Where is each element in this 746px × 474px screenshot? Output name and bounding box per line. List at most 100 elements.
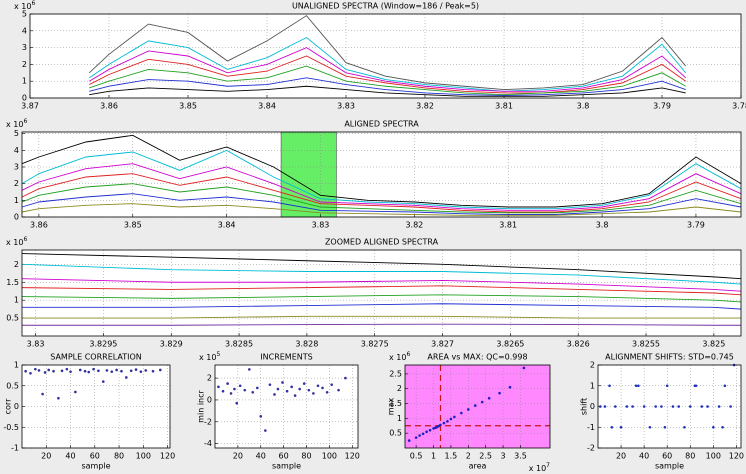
point <box>87 370 91 374</box>
axis-exponent: x 106 <box>6 236 27 247</box>
spectrum-line <box>88 15 687 91</box>
exponent-base: x 10 <box>6 238 23 247</box>
point <box>24 369 27 373</box>
chart-title: AREA vs MAX: QC=0.998 <box>427 353 527 362</box>
x-tick-label: 40 <box>256 452 266 461</box>
y-tick-label: 0 <box>590 402 595 411</box>
point <box>226 382 229 385</box>
x-tick-label: 3.81 <box>495 102 513 111</box>
y-tick-label: 0 <box>207 395 212 404</box>
point <box>120 369 123 373</box>
point <box>290 385 293 389</box>
point <box>83 369 87 373</box>
chart-title: ALIGNMENT SHIFTS: STD=0.745 <box>605 353 734 362</box>
exponent-power: 6 <box>406 351 410 358</box>
exponent-base: x 10 <box>529 464 546 473</box>
point <box>414 436 418 439</box>
point <box>256 386 259 390</box>
point <box>276 387 280 391</box>
chart-title: UNALIGNED SPECTRA (Window=186 / Peak=5) <box>292 2 479 11</box>
chart-title: INCREMENTS <box>260 353 312 362</box>
spectrum-line <box>21 253 742 280</box>
x-tick-label: 100 <box>322 452 337 461</box>
point <box>321 386 324 390</box>
plot-area <box>22 250 741 336</box>
point <box>330 383 333 386</box>
y-tick-label: 5 <box>22 10 27 19</box>
y-tick-label: 2 <box>14 179 19 188</box>
y-tick-label: 2 <box>22 60 27 69</box>
point <box>337 388 340 392</box>
axis-exponent: x 107 <box>529 462 550 473</box>
point <box>610 425 614 429</box>
exponent-base: x 10 <box>389 353 406 362</box>
x-tick-label: 120 <box>160 452 175 461</box>
x-tick-label: 3.8255 <box>632 340 660 349</box>
y-tick-label: 1 <box>14 196 19 205</box>
y-tick-label: 2 <box>590 361 595 370</box>
point <box>60 369 64 373</box>
x-tick-label: 3.81 <box>499 221 517 230</box>
point <box>729 405 732 408</box>
point <box>654 405 657 408</box>
plot-area <box>22 365 170 448</box>
point <box>69 370 72 373</box>
point <box>229 392 233 395</box>
exponent-power: 6 <box>31 0 35 7</box>
y-tick-label: 5 <box>14 129 19 138</box>
y-tick-label: 0 <box>14 402 19 411</box>
point <box>298 387 301 391</box>
point <box>625 405 629 408</box>
point <box>418 434 421 437</box>
point <box>37 369 41 372</box>
point <box>634 384 638 388</box>
point <box>603 405 607 408</box>
x-tick-label: 20 <box>41 452 51 461</box>
x-tick-label: 3 <box>501 452 506 461</box>
axes-frame <box>597 364 742 449</box>
spectrum-line <box>21 294 742 303</box>
point <box>235 401 239 405</box>
y-tick-label: 4 <box>22 26 27 35</box>
point <box>217 385 220 389</box>
y-tick-label: 0 <box>22 94 27 103</box>
y-tick-label: 4 <box>14 146 19 155</box>
spectrum-line <box>21 134 742 208</box>
x-tick-label: 80 <box>685 452 695 461</box>
spectrum-line <box>21 285 742 296</box>
point <box>285 389 289 393</box>
point <box>243 388 247 392</box>
x-axis-label: sample <box>655 462 684 471</box>
x-tick-label: 3.8275 <box>361 340 389 349</box>
point <box>498 391 501 395</box>
point <box>78 368 82 372</box>
point <box>293 394 297 397</box>
y-tick-label: 1 <box>397 414 402 423</box>
y-tick-label: -1 <box>587 423 595 432</box>
x-tick-label: 3.8295 <box>89 340 117 349</box>
point <box>717 405 721 408</box>
spectrum-line <box>21 163 742 211</box>
plot-area <box>598 365 741 448</box>
point <box>312 392 315 395</box>
spectrum-line <box>89 65 686 96</box>
y-tick-label: 3 <box>22 43 27 52</box>
y-tick-label: 2 <box>397 384 402 393</box>
y-tick-label: 0 <box>14 213 19 222</box>
point <box>101 380 105 383</box>
point <box>700 405 704 408</box>
axes-frame <box>21 249 742 337</box>
point <box>439 423 442 427</box>
spectrum-line <box>89 55 686 94</box>
point <box>508 385 512 389</box>
axis-exponent: x 106 <box>14 0 35 11</box>
x-tick-label: 2.5 <box>479 452 492 461</box>
x-tick-label: 1.5 <box>445 452 458 461</box>
point <box>144 369 148 372</box>
x-tick-label: 3.8285 <box>225 340 253 349</box>
spectrum-line <box>21 263 742 285</box>
y-tick-label: 1.5 <box>6 278 19 287</box>
x-tick-label: 3.79 <box>653 102 671 111</box>
x-tick-label: 3.84 <box>258 102 276 111</box>
